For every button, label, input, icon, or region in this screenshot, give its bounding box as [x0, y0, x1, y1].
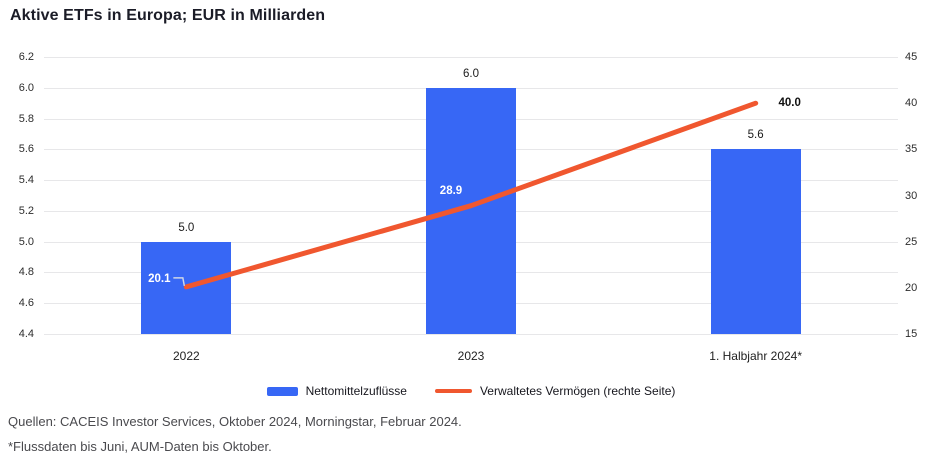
x-axis-category-label: 1. Halbjahr 2024* [709, 349, 803, 363]
footer-sources: Quellen: CACEIS Investor Services, Oktob… [8, 414, 462, 429]
y-axis-tick-right: 30 [905, 189, 918, 202]
bar-value-label: 5.0 [178, 221, 195, 234]
legend-item-line: Verwaltetes Vermögen (rechte Seite) [434, 384, 676, 398]
x-axis-category-label: 2023 [457, 349, 485, 363]
y-axis-tick-right: 40 [905, 97, 918, 110]
y-axis-tick-left: 6.2 [18, 51, 34, 63]
plot-area: 6.2 6.0 5.8 5.6 5.4 5.2 5.0 4.8 4.6 4.4 45 40 35 30 25… [18, 51, 918, 363]
legend-line-label: Verwaltetes Vermögen (rechte Seite) [479, 384, 676, 398]
y-axis-tick-left: 4.6 [18, 297, 34, 310]
line-value-label: 28.9 [439, 184, 463, 197]
line-value-label: 40.0 [778, 97, 801, 110]
y-axis-tick-left: 6.0 [18, 81, 34, 94]
y-axis-tick-right: 45 [905, 51, 918, 63]
footer-footnote: *Flussdaten bis Juni, AUM-Daten bis Okto… [8, 439, 272, 454]
legend-line-swatch [434, 389, 472, 393]
bar-value-label: 5.6 [747, 129, 764, 142]
y-axis-tick-left: 5.4 [18, 174, 34, 187]
legend-item-bar: Nettomittelzuflüsse [266, 384, 407, 398]
y-axis-tick-left: 4.4 [18, 328, 34, 340]
y-axis-tick-right: 20 [905, 281, 918, 294]
gridline [44, 57, 898, 58]
bar-value-label: 6.0 [463, 67, 479, 80]
footer: Quellen: CACEIS Investor Services, Oktob… [8, 409, 462, 459]
y-axis-tick-right: 35 [905, 143, 918, 156]
bar-1. Halbjahr 2024* [710, 149, 801, 334]
chart-title: Aktive ETFs in Europa; EUR in Milliarden [10, 7, 326, 24]
y-axis-tick-left: 5.8 [18, 112, 34, 125]
gridline [44, 334, 898, 335]
x-axis-category-label: 2022 [172, 349, 200, 363]
legend-bar-swatch [266, 386, 298, 396]
y-axis-tick-left: 5.0 [18, 235, 34, 248]
y-axis-tick-right: 25 [905, 235, 918, 248]
y-axis-tick-left: 5.6 [18, 143, 34, 156]
legend-bar-label: Nettomittelzuflüsse [305, 384, 407, 398]
y-axis-tick-right: 15 [905, 328, 918, 340]
bar-2022 [141, 241, 232, 334]
legend: Nettomittelzuflüsse Verwaltetes Vermögen… [44, 382, 898, 400]
y-axis-tick-left: 4.8 [18, 266, 34, 279]
bar-2023 [426, 87, 516, 334]
y-axis-tick-left: 5.2 [18, 204, 34, 217]
line-value-label: 20.1 [148, 272, 171, 285]
